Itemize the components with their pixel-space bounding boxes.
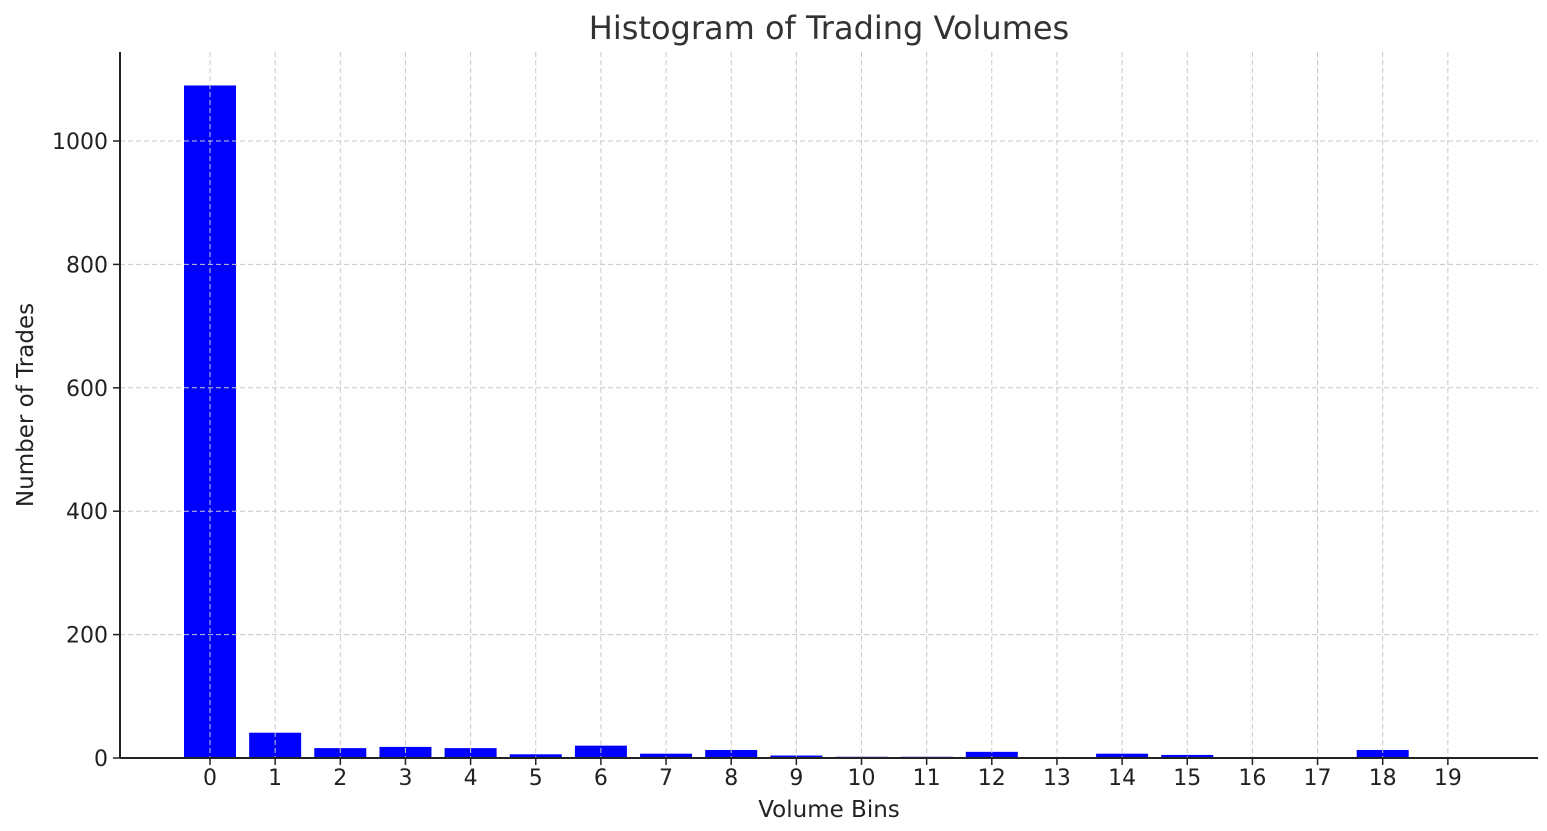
y-ticks: 0 200 400 600 800 1000 <box>52 130 120 772</box>
x-tick-label: 8 <box>724 766 738 791</box>
x-tick-label: 0 <box>203 766 217 791</box>
x-tick-label: 7 <box>659 766 673 791</box>
y-tick-label: 0 <box>94 747 108 772</box>
x-tick-label: 16 <box>1238 766 1266 791</box>
x-tick-label: 19 <box>1434 766 1462 791</box>
y-tick-label: 200 <box>66 624 108 649</box>
bar-4 <box>444 748 497 758</box>
bar-14 <box>1096 753 1149 758</box>
x-tick-label: 1 <box>268 766 282 791</box>
bar-8 <box>705 749 758 758</box>
bar-7 <box>640 753 693 758</box>
bar-12 <box>965 751 1018 758</box>
x-tick-label: 4 <box>464 766 478 791</box>
y-tick-label: 800 <box>66 253 108 278</box>
x-tick-label: 13 <box>1043 766 1071 791</box>
x-tick-label: 14 <box>1108 766 1136 791</box>
x-tick-label: 17 <box>1304 766 1332 791</box>
x-tick-label: 6 <box>594 766 608 791</box>
x-axis-label: Volume Bins <box>758 797 900 823</box>
y-axis-label: Number of Trades <box>13 303 39 507</box>
grid-lines <box>120 52 1538 758</box>
x-tick-label: 2 <box>333 766 347 791</box>
bar-18 <box>1356 749 1409 758</box>
x-tick-label: 3 <box>398 766 412 791</box>
x-tick-label: 12 <box>978 766 1006 791</box>
x-tick-label: 9 <box>789 766 803 791</box>
x-ticks: 0 1 2 3 4 5 6 7 8 9 10 11 12 13 14 15 16 17 18 19 <box>203 758 1462 791</box>
y-tick-label: 1000 <box>52 130 108 155</box>
axes <box>119 52 1538 759</box>
chart-title: Histogram of Trading Volumes <box>589 9 1069 47</box>
y-tick-label: 400 <box>66 500 108 525</box>
bar-2 <box>314 748 367 758</box>
y-tick-label: 600 <box>66 377 108 402</box>
x-tick-label: 11 <box>913 766 941 791</box>
x-tick-label: 10 <box>848 766 876 791</box>
x-tick-label: 15 <box>1173 766 1201 791</box>
x-tick-label: 5 <box>529 766 543 791</box>
x-tick-label: 18 <box>1369 766 1397 791</box>
